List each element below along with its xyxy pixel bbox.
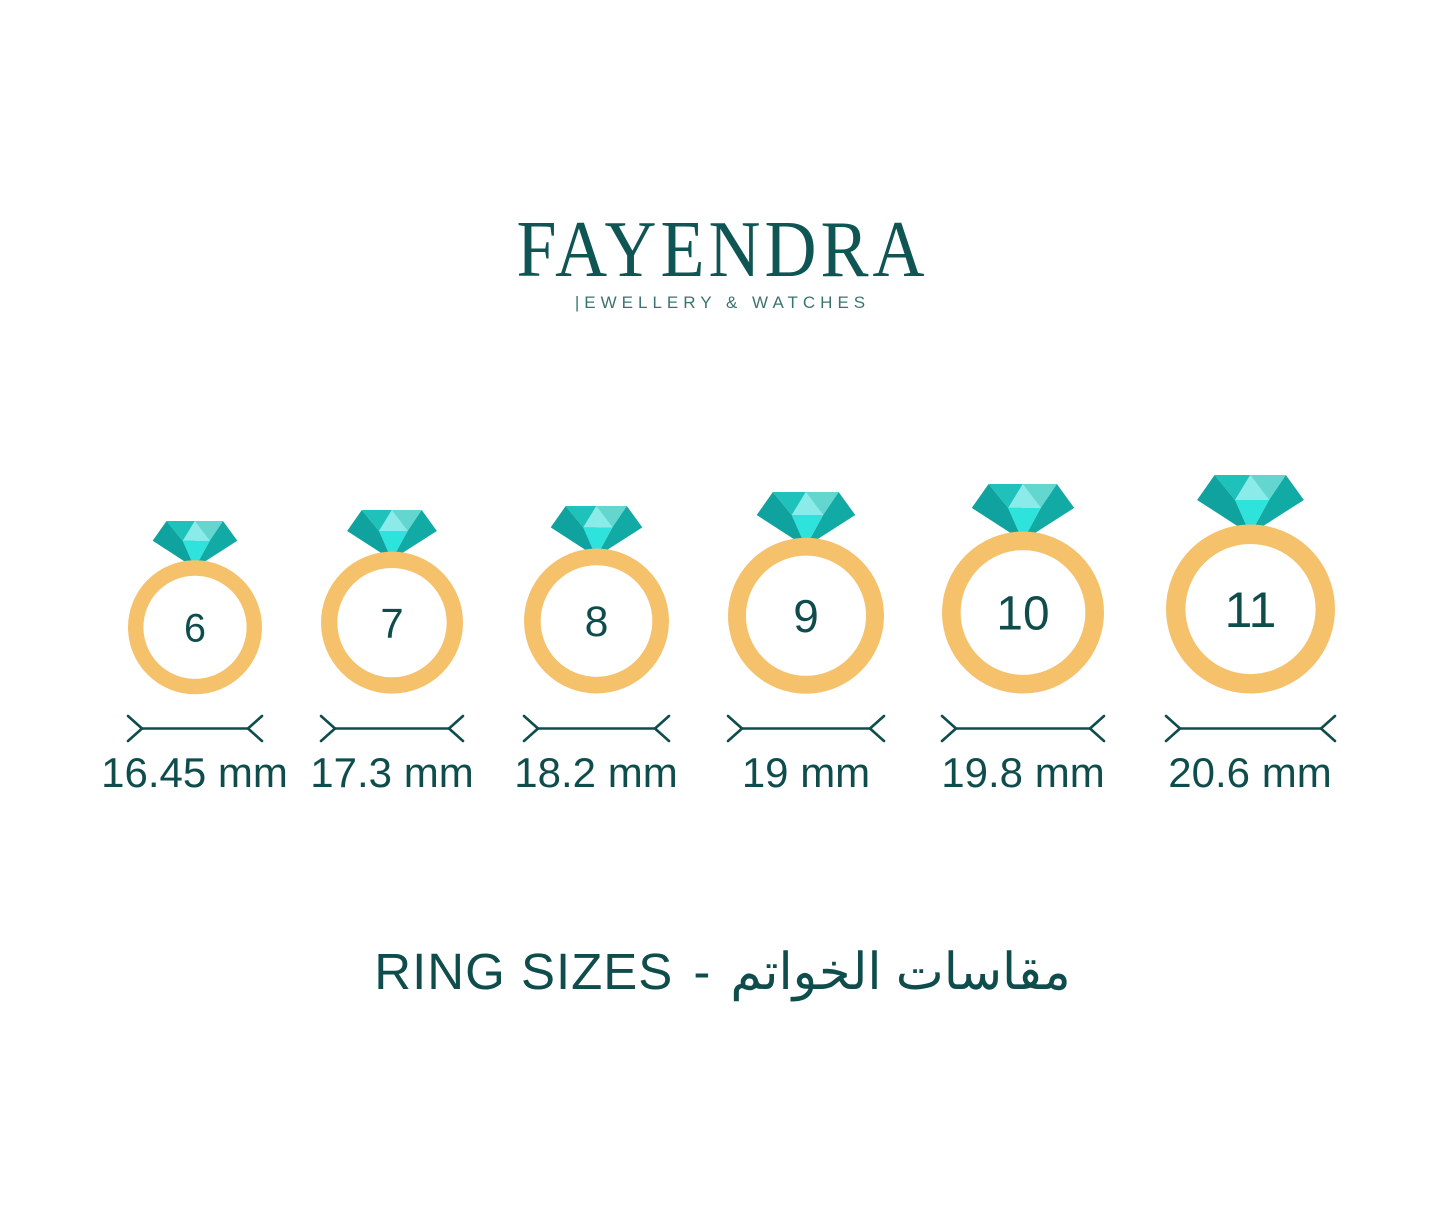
svg-text:7: 7 — [380, 600, 403, 647]
svg-text:11: 11 — [1224, 582, 1276, 638]
svg-text:9: 9 — [793, 590, 819, 642]
svg-text:6: 6 — [184, 606, 206, 650]
svg-text:10: 10 — [996, 588, 1049, 641]
svg-text:8: 8 — [584, 599, 608, 647]
